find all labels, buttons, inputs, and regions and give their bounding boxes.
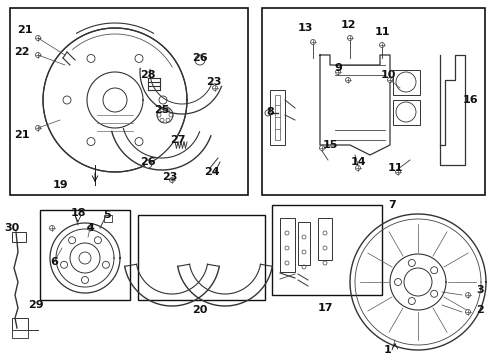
Text: 21: 21 [14, 130, 30, 140]
Text: 7: 7 [388, 200, 396, 210]
Text: 14: 14 [350, 157, 366, 167]
Text: 18: 18 [70, 208, 86, 218]
Circle shape [49, 225, 54, 230]
Bar [318, 218, 332, 260]
Circle shape [311, 40, 316, 45]
Circle shape [356, 166, 361, 171]
Text: 2: 2 [476, 305, 484, 315]
Bar [12, 232, 26, 242]
Circle shape [135, 54, 143, 62]
Text: 22: 22 [14, 47, 30, 57]
Text: 12: 12 [340, 20, 356, 30]
Circle shape [102, 261, 109, 268]
Text: 28: 28 [140, 70, 156, 80]
Circle shape [81, 276, 89, 284]
Circle shape [408, 260, 416, 266]
Circle shape [319, 145, 324, 150]
Text: 27: 27 [170, 135, 186, 145]
Circle shape [87, 138, 95, 145]
Circle shape [135, 138, 143, 145]
Circle shape [394, 279, 401, 285]
Circle shape [95, 237, 101, 244]
Bar [40, 210, 130, 300]
Text: 11: 11 [387, 163, 403, 173]
Bar [10, 8, 248, 195]
Circle shape [63, 96, 71, 104]
Circle shape [144, 160, 152, 168]
Text: 16: 16 [462, 95, 478, 105]
Circle shape [466, 292, 470, 297]
Circle shape [345, 77, 350, 82]
Bar [393, 100, 420, 125]
Text: 10: 10 [380, 70, 396, 80]
Bar [12, 330, 28, 338]
Circle shape [69, 237, 75, 244]
Bar [280, 218, 295, 272]
Text: 23: 23 [206, 77, 221, 87]
Circle shape [35, 36, 41, 41]
Bar [275, 95, 280, 140]
Bar [270, 90, 285, 145]
Text: 11: 11 [374, 27, 390, 37]
Text: 9: 9 [334, 63, 342, 73]
Text: 19: 19 [52, 180, 68, 190]
Text: 4: 4 [86, 223, 94, 233]
Text: 26: 26 [192, 53, 208, 63]
Circle shape [336, 69, 341, 75]
Text: 3: 3 [476, 285, 484, 295]
Circle shape [213, 86, 218, 90]
Text: 21: 21 [17, 25, 33, 35]
Circle shape [395, 170, 400, 175]
Text: 17: 17 [317, 303, 333, 313]
Circle shape [431, 290, 438, 297]
Text: 15: 15 [322, 140, 338, 150]
Bar [298, 222, 310, 265]
Text: 23: 23 [162, 172, 178, 182]
Text: 1: 1 [384, 345, 392, 355]
Circle shape [61, 261, 68, 268]
Text: 13: 13 [297, 23, 313, 33]
Text: 20: 20 [192, 305, 208, 315]
Text: 24: 24 [204, 167, 220, 177]
Circle shape [35, 53, 41, 58]
Circle shape [159, 96, 167, 104]
Circle shape [170, 177, 174, 183]
Bar [138, 215, 265, 300]
Bar [262, 8, 485, 195]
Circle shape [347, 36, 352, 41]
Circle shape [388, 77, 392, 82]
Circle shape [408, 297, 416, 305]
Text: 8: 8 [266, 107, 274, 117]
Bar [104, 215, 112, 222]
Circle shape [466, 310, 470, 315]
Bar [272, 205, 382, 295]
Text: 26: 26 [140, 157, 156, 167]
Text: 6: 6 [50, 257, 58, 267]
Text: 25: 25 [154, 105, 170, 115]
Text: 29: 29 [28, 300, 44, 310]
Circle shape [379, 42, 385, 48]
Circle shape [35, 126, 41, 131]
Circle shape [431, 267, 438, 274]
Circle shape [88, 225, 93, 230]
Circle shape [265, 110, 271, 116]
Text: 5: 5 [103, 210, 111, 220]
Bar [12, 318, 28, 330]
Circle shape [87, 54, 95, 62]
Circle shape [195, 55, 205, 65]
Bar [393, 70, 420, 95]
Text: 30: 30 [4, 223, 20, 233]
